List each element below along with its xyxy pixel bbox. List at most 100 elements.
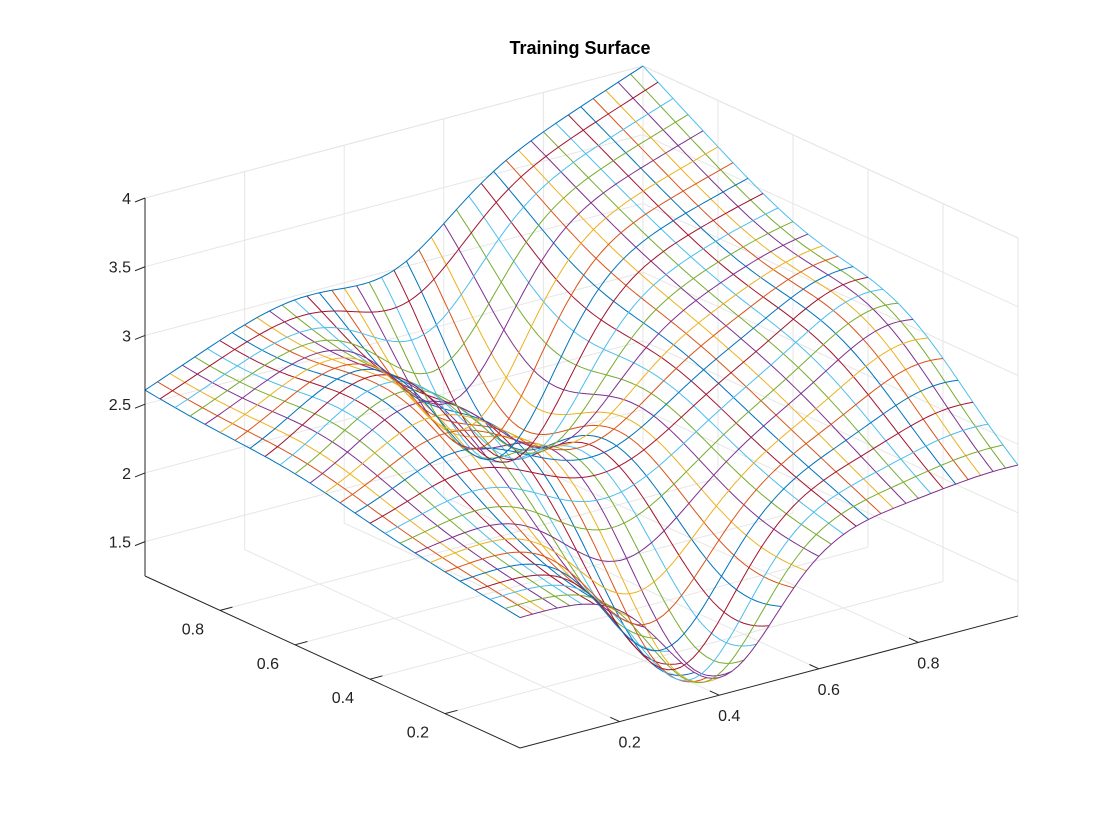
mesh-line-y-0: [519, 464, 1019, 679]
y-tick-label-0: 0.2: [407, 725, 429, 742]
mesh-line-x-31: [530, 140, 907, 504]
mesh-line-x-3: [182, 364, 558, 609]
mesh-line-y-5: [444, 358, 944, 626]
chart-title: Training Surface: [509, 38, 650, 58]
z-tick-mark-4: [134, 266, 146, 272]
z-tick-mark-0: [134, 541, 146, 547]
x-tick-label-2: 0.6: [818, 682, 840, 699]
mesh-line-x-4: [194, 356, 571, 607]
mesh-line-x-14: [318, 292, 695, 676]
y-tick-label-2: 0.6: [257, 656, 279, 673]
mesh-line-x-36: [592, 98, 969, 480]
mesh-line-x-17: [356, 285, 732, 677]
x-tick-label-0: 0.2: [618, 735, 640, 752]
mesh-line-x-38: [617, 81, 994, 472]
grid-line-floor-y-0: [444, 581, 944, 715]
grid-line-floor-y-2: [294, 512, 794, 646]
mesh-line-x-25: [455, 209, 832, 545]
mesh-line-y-19: [234, 162, 734, 450]
mesh-line-x-19: [381, 277, 757, 647]
mesh-line-y-17: [264, 193, 764, 463]
mesh-line-y-14: [309, 233, 809, 484]
z-tick-label-5: 4: [122, 191, 131, 208]
x-tick-label-3: 0.8: [917, 655, 939, 672]
mesh-line-x-18: [368, 282, 745, 664]
mesh-line-x-29: [505, 160, 882, 514]
mesh-line-x-24: [443, 223, 820, 557]
y-tick-label-1: 0.4: [332, 690, 354, 707]
mesh-line-x-9: [256, 317, 633, 619]
x-tick-label-1: 0.4: [718, 708, 740, 725]
mesh-line-x-39: [630, 73, 1006, 469]
mesh-line-x-0: [144, 389, 521, 619]
grid-line-backy-z-0: [642, 409, 1019, 583]
mesh-line-x-26: [468, 195, 844, 535]
grid-line-floor-x-2: [443, 496, 820, 670]
mesh-line-y-9: [384, 288, 884, 534]
z-tick-mark-2: [134, 403, 146, 409]
tick-labels: 0.2 0.4 0.6 0.8 0.2 0.4 0.6 0.8 1.5 2 2.5 3 3.5 4: [109, 191, 940, 752]
mesh-line-x-28: [493, 171, 869, 520]
y-tick-label-3: 0.8: [182, 621, 204, 638]
mesh-line-y-22: [189, 114, 689, 417]
mesh-line-y-25: [144, 65, 644, 391]
z-tick-label-3: 3: [122, 328, 131, 345]
mesh-line-y-1: [504, 444, 1004, 684]
mesh-line-y-18: [249, 177, 749, 461]
mesh-line-y-21: [204, 130, 704, 425]
mesh-line-y-6: [429, 337, 929, 595]
y-tick-mark-1: [369, 675, 383, 680]
grid-line-backy-z-4: [642, 134, 1019, 308]
grid-box-edge: [144, 65, 1019, 616]
z-tick-label-0: 1.5: [109, 535, 131, 552]
y-tick-mark-2: [294, 641, 308, 646]
grid-line-backx-z-4: [144, 134, 644, 268]
grid-line-backx-z-1: [144, 340, 644, 474]
grid-line-backy-z-3: [642, 203, 1019, 376]
mesh-line-y-16: [279, 207, 779, 466]
mesh-line-y-3: [474, 401, 974, 671]
y-tick-mark-3: [219, 606, 233, 611]
mesh-line-y-11: [354, 266, 854, 514]
mesh-line-x-16: [343, 287, 720, 683]
mesh-line-y-10: [369, 276, 869, 524]
mesh-line-y-13: [324, 245, 824, 494]
mesh-line-x-8: [244, 324, 620, 612]
mesh-line-x-33: [555, 122, 932, 494]
mesh-line-x-37: [605, 90, 982, 476]
grid-line-backx-z-3: [144, 203, 644, 336]
mesh-line-y-7: [414, 318, 914, 562]
mesh-line-x-13: [306, 295, 682, 665]
mesh-line-x-5: [207, 348, 583, 605]
mesh-line-x-7: [231, 332, 608, 607]
mesh-surface: [144, 65, 1019, 684]
grid-line-floor-x-3: [543, 469, 919, 643]
x-axis-line: [519, 615, 1019, 749]
grid-line-floor-x-0: [244, 549, 620, 723]
z-tick-label-1: 2: [122, 466, 131, 483]
z-tick-mark-1: [134, 472, 146, 478]
mesh-line-y-12: [339, 255, 839, 504]
mesh-line-y-4: [459, 379, 959, 652]
mesh-line-y-15: [294, 221, 794, 475]
mesh-line-x-34: [567, 114, 944, 490]
grid-line-backx-z-2: [144, 271, 644, 405]
mesh-line-y-24: [159, 81, 659, 400]
y-tick-mark-0: [444, 709, 458, 715]
mesh-line-x-22: [418, 249, 795, 589]
grid-lines: [144, 65, 1019, 723]
mesh-line-x-40: [642, 65, 1019, 466]
z-tick-mark-3: [134, 334, 146, 340]
mesh-line-x-27: [480, 182, 857, 527]
grid-line-backy-z-2: [642, 271, 1019, 445]
axes: [134, 197, 1019, 749]
mesh-line-x-2: [169, 373, 546, 612]
mesh-line-x-30: [518, 149, 894, 509]
mesh-line-x-6: [219, 340, 595, 605]
mesh-line-x-21: [406, 260, 782, 607]
mesh-line-y-8: [399, 302, 899, 544]
x-tick-mark-3: [908, 637, 919, 643]
z-tick-mark-5: [134, 197, 146, 203]
mesh-line-y-2: [489, 423, 989, 682]
